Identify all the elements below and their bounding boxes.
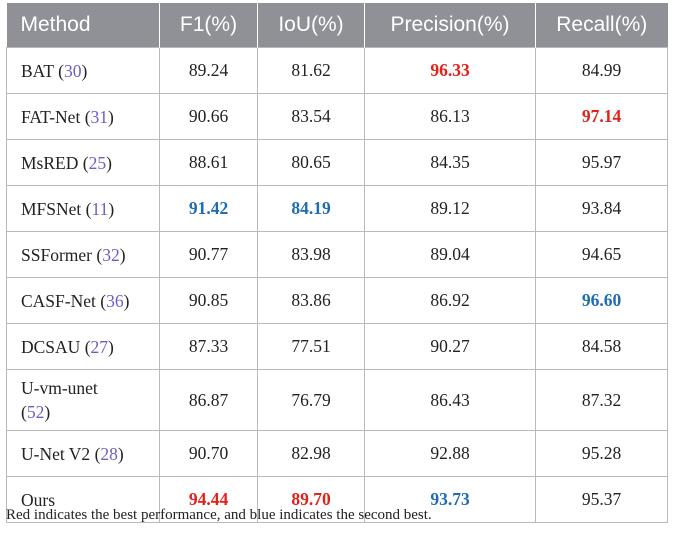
method-name: U-vm-unet [21,378,98,398]
precision-cell: 90.27 [364,323,536,370]
precision-cell: 86.92 [364,277,536,324]
precision-cell: 86.43 [364,369,536,431]
method-name: CASF-Net [21,290,96,311]
table-row: MsRED (25) 88.61 80.65 84.35 95.97 [6,139,668,186]
method-cell: DCSAU (27) [6,323,160,370]
method-name: U-Net V2 [21,443,91,464]
recall-cell: 84.58 [535,323,668,370]
recall-cell: 97.14 [535,93,668,140]
recall-cell: 95.37 [535,476,668,523]
citation-link[interactable]: 30 [63,60,82,81]
f1-cell: 87.33 [159,323,258,370]
f1-cell: 94.44 [159,476,258,523]
iou-cell: 83.86 [257,277,365,324]
method-cell: Ours [6,476,160,523]
f1-cell: 90.66 [159,93,258,140]
precision-cell: 92.88 [364,430,536,477]
method-name: SSFormer [21,244,92,265]
iou-cell: 83.54 [257,93,365,140]
method-name: MsRED [21,152,79,173]
table-row: MFSNet (11) 91.42 84.19 89.12 93.84 [6,185,668,232]
table-row: SSFormer (32) 90.77 83.98 89.04 94.65 [6,231,668,278]
recall-cell: 96.60 [535,277,668,324]
precision-cell: 84.35 [364,139,536,186]
citation-link[interactable]: 36 [106,290,124,311]
method-cell: MFSNet (11) [6,185,160,232]
table-row: DCSAU (27) 87.33 77.51 90.27 84.58 [6,323,668,370]
citation-link[interactable]: 25 [88,152,107,173]
header-f1: F1(%) [159,3,258,48]
table-body: BAT (30) 89.24 81.62 96.33 84.99 FAT-Net (31)… [6,47,668,523]
method-name: BAT [21,60,54,81]
method-name: DCSAU [21,336,81,357]
citation-link[interactable]: 28 [100,443,118,464]
method-name: MFSNet [21,198,82,219]
header-recall: Recall(%) [535,3,668,48]
iou-cell: 76.79 [257,369,365,431]
citation-link[interactable]: 11 [91,198,109,219]
table-row: U-vm-unet (52) 86.87 76.79 86.43 87.32 [6,369,668,431]
method-cell: U-Net V2 (28) [6,430,160,477]
method-cell: FAT-Net (31) [6,93,160,140]
precision-cell: 89.12 [364,185,536,232]
precision-cell: 86.13 [364,93,536,140]
recall-cell: 87.32 [535,369,668,431]
recall-cell: 94.65 [535,231,668,278]
iou-cell: 81.62 [257,47,365,94]
recall-cell: 84.99 [535,47,668,94]
f1-cell: 88.61 [159,139,258,186]
table-row: BAT (30) 89.24 81.62 96.33 84.99 [6,47,668,94]
method-cell: CASF-Net (36) [6,277,160,324]
f1-cell: 89.24 [159,47,258,94]
table-header-row: Method F1(%) IoU(%) Precision(%) Recall(… [6,3,668,48]
header-method: Method [6,3,160,48]
precision-cell: 96.33 [364,47,536,94]
header-iou: IoU(%) [257,3,365,48]
method-name: FAT-Net [21,106,81,127]
table-row: Ours 94.44 89.70 93.73 95.37 [6,476,668,523]
table-row: FAT-Net (31) 90.66 83.54 86.13 97.14 [6,93,668,140]
citation-link[interactable]: 52 [26,402,45,422]
iou-cell: 82.98 [257,430,365,477]
recall-cell: 95.97 [535,139,668,186]
iou-cell: 77.51 [257,323,365,370]
iou-cell: 83.98 [257,231,365,278]
method-cell: BAT (30) [6,47,160,94]
method-cell: MsRED (25) [6,139,160,186]
table-row: U-Net V2 (28) 90.70 82.98 92.88 95.28 [6,430,668,477]
citation-link[interactable]: 27 [90,336,109,357]
header-precision: Precision(%) [364,3,536,48]
f1-cell: 91.42 [159,185,258,232]
f1-cell: 90.77 [159,231,258,278]
recall-cell: 93.84 [535,185,668,232]
f1-cell: 90.70 [159,430,258,477]
results-table-container: Method F1(%) IoU(%) Precision(%) Recall(… [6,3,668,523]
table-footnote: Red indicates the best performance, and … [6,507,432,523]
iou-cell: 84.19 [257,185,365,232]
f1-cell: 86.87 [159,369,258,431]
method-cell: U-vm-unet (52) [6,369,160,431]
method-cell: SSFormer (32) [6,231,160,278]
table-row: CASF-Net (36) 90.85 83.86 86.92 96.60 [6,277,668,324]
iou-cell: 80.65 [257,139,365,186]
citation-link[interactable]: 32 [102,244,120,265]
results-table: Method F1(%) IoU(%) Precision(%) Recall(… [6,3,668,523]
recall-cell: 95.28 [535,430,668,477]
precision-cell: 93.73 [364,476,536,523]
precision-cell: 89.04 [364,231,536,278]
method-name: Ours [21,489,56,510]
f1-cell: 90.85 [159,277,258,324]
citation-link[interactable]: 31 [90,106,109,127]
